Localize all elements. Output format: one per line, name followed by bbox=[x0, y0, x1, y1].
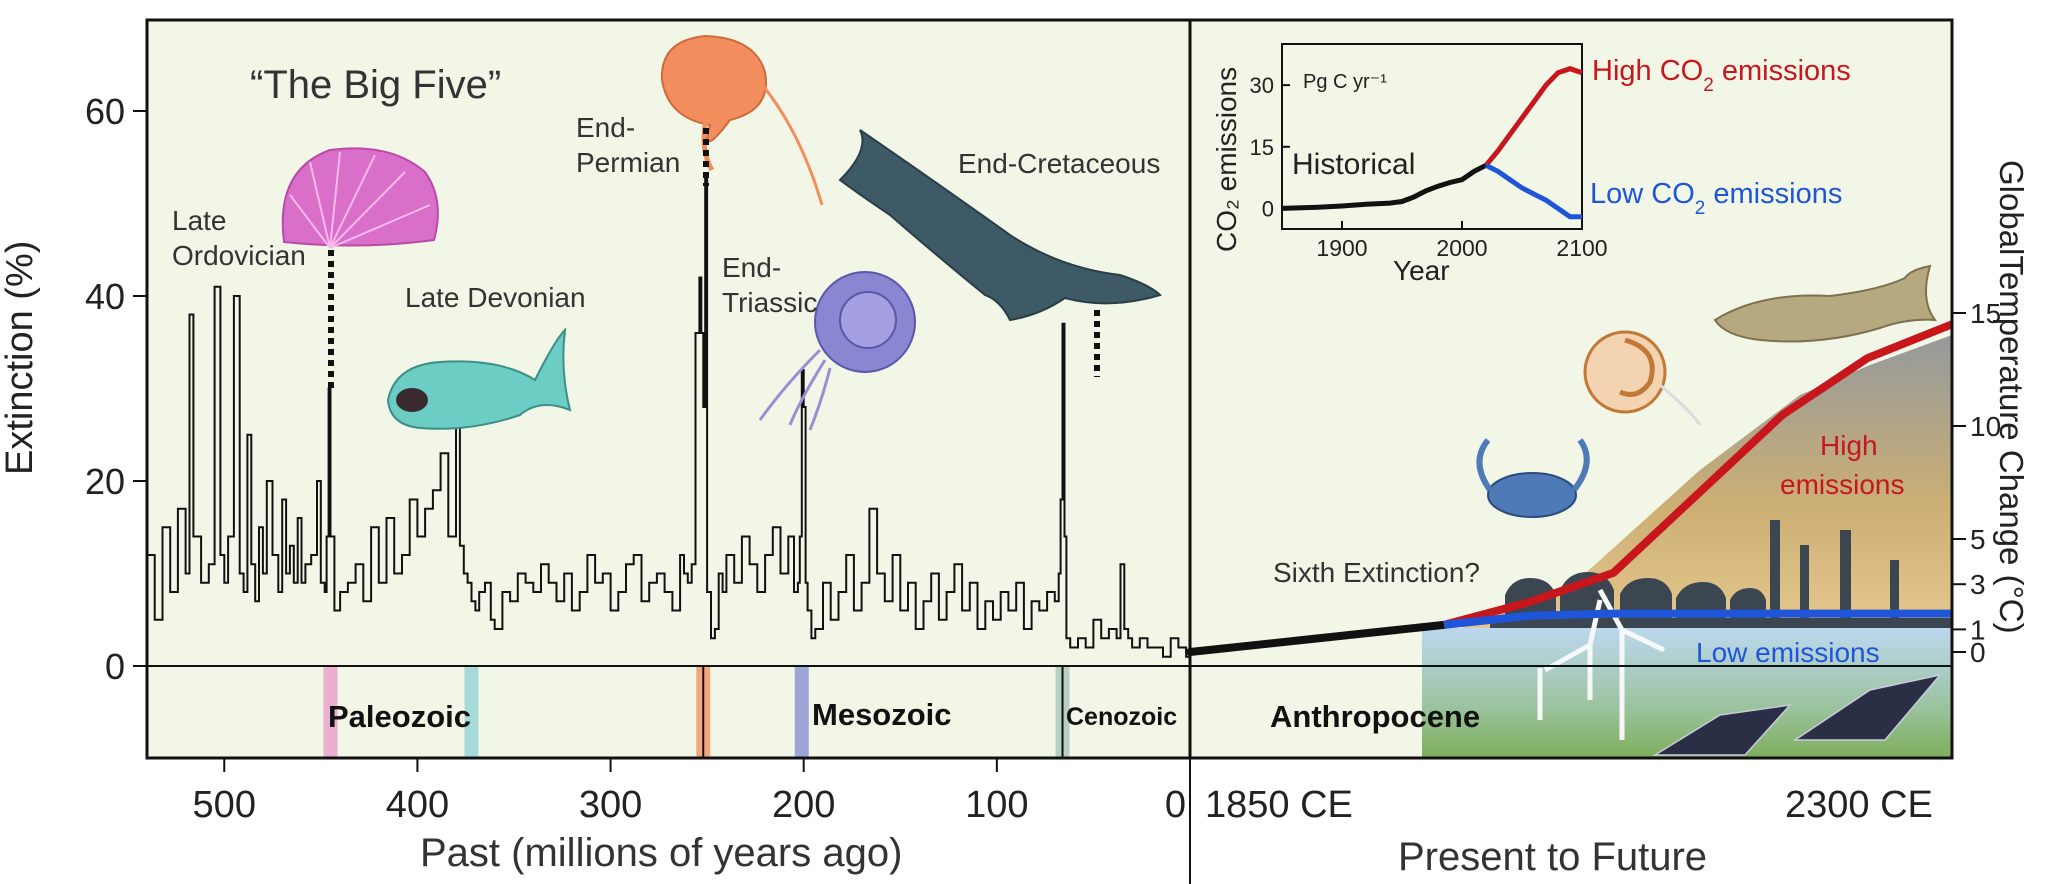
y-tick-label-0: 0 bbox=[105, 646, 125, 687]
sixth-extinction-label: Sixth Extinction? bbox=[1273, 557, 1480, 588]
inset-historical-line bbox=[1281, 163, 1488, 211]
inset-low-line bbox=[1484, 163, 1582, 220]
event-band-3 bbox=[794, 667, 809, 758]
inset-x-tick-label-2100: 2100 bbox=[1556, 235, 1607, 261]
high-emissions-label-2: emissions bbox=[1780, 469, 1904, 500]
x-tick-label-100: 100 bbox=[965, 784, 1028, 826]
temp-tick-label-0: 0 bbox=[1970, 637, 1986, 668]
temp-tick-label-10: 10 bbox=[1970, 411, 2001, 442]
trilobite-illustration bbox=[660, 34, 824, 206]
low-emissions-label: Low emissions bbox=[1696, 637, 1880, 668]
event-label-end-cretaceous: End-Cretaceous bbox=[958, 148, 1160, 179]
high-emissions-label-1: High bbox=[1820, 430, 1878, 461]
cod-fish-illustration bbox=[1713, 264, 1938, 343]
temp-tick-label-1: 1 bbox=[1970, 614, 1986, 645]
x-tick-label-500: 500 bbox=[193, 784, 256, 826]
inset-y-tick-label-15: 15 bbox=[1250, 135, 1274, 160]
event-label-late-devonian: Late Devonian bbox=[405, 282, 586, 313]
x-tick-label-0: 0 bbox=[1165, 784, 1186, 826]
inset-y-tick-label-0: 0 bbox=[1262, 196, 1274, 221]
inset-x-title: Year bbox=[1393, 255, 1450, 286]
event-band-0 bbox=[323, 667, 338, 758]
future-historical-line bbox=[1186, 620, 1448, 656]
y-axis-title-extinction: Extinction (%) bbox=[0, 241, 41, 475]
y-tick-label-40: 40 bbox=[85, 276, 125, 317]
inset-high-line bbox=[1484, 66, 1583, 167]
inset-x-tick-label-1900: 1900 bbox=[1316, 235, 1367, 261]
event-label-end-triassic-1: End- bbox=[722, 252, 781, 283]
future-low-emissions-line bbox=[1443, 609, 1952, 629]
x-tick-label-400: 400 bbox=[386, 784, 449, 826]
dunkleosteus-fish-illustration bbox=[386, 327, 572, 430]
ammonite-illustration bbox=[758, 271, 916, 431]
era-label-paleozoic: Paleozoic bbox=[328, 699, 471, 734]
temp-tick-label-5: 5 bbox=[1970, 524, 1986, 555]
y-tick-label-60: 60 bbox=[85, 91, 125, 132]
nautilus-illustration bbox=[1583, 330, 1702, 426]
x-axis-title-future: Present to Future bbox=[1398, 835, 1707, 879]
solar-panels bbox=[1652, 673, 1942, 756]
inset-y-tick-label-30: 30 bbox=[1250, 73, 1274, 98]
ichthyosaur-illustration bbox=[838, 126, 1162, 322]
event-label-late-ordovician-1: Late bbox=[172, 205, 227, 236]
event-label-end-permian-2: Permian bbox=[576, 147, 680, 178]
x-tick-label-300: 300 bbox=[579, 784, 642, 826]
big-five-title: “The Big Five” bbox=[250, 63, 501, 107]
scallop-shell-illustration bbox=[281, 147, 439, 249]
event-label-late-ordovician-2: Ordovician bbox=[172, 240, 306, 271]
past-extinction-line bbox=[147, 174, 1190, 658]
smog-sky bbox=[1420, 335, 1952, 650]
future-start-label: 1850 CE bbox=[1205, 784, 1353, 826]
event-label-end-triassic-2: Triassic bbox=[722, 287, 817, 318]
x-axis-title-past: Past (millions of years ago) bbox=[420, 831, 902, 875]
x-tick-label-200: 200 bbox=[772, 784, 835, 826]
y-axis-title-temperature: GlobalTemperature Change (°C) bbox=[1993, 160, 2030, 634]
past-panel-background bbox=[147, 20, 1190, 758]
inset-unit-label: Pg C yr⁻¹ bbox=[1303, 71, 1387, 93]
event-leader-lines bbox=[328, 128, 1100, 388]
future-high-emissions-line bbox=[1442, 320, 1954, 629]
co2-inset-chart: 0 15 30 1900 2000 2100 Pg C yr⁻¹ Historical Y… bbox=[1211, 43, 1851, 286]
event-band-1 bbox=[464, 667, 479, 758]
crab-illustration bbox=[1476, 438, 1590, 518]
inset-y-title: CO₂ emissions bbox=[1211, 67, 1242, 252]
event-label-end-permian-1: End- bbox=[576, 112, 635, 143]
era-label-cenozoic: Cenozoic bbox=[1066, 703, 1177, 731]
inset-historical-label: Historical bbox=[1292, 148, 1415, 181]
inset-frame bbox=[1281, 43, 1583, 230]
era-label-anthropocene: Anthropocene bbox=[1270, 699, 1480, 734]
inset-x-tick-label-2000: 2000 bbox=[1436, 235, 1487, 261]
future-end-label: 2300 CE bbox=[1785, 784, 1933, 826]
temp-tick-label-15: 15 bbox=[1970, 298, 2001, 329]
era-label-mesozoic: Mesozoic bbox=[812, 697, 952, 732]
y-tick-label-20: 20 bbox=[85, 461, 125, 502]
temp-tick-label-3: 3 bbox=[1970, 569, 1986, 600]
